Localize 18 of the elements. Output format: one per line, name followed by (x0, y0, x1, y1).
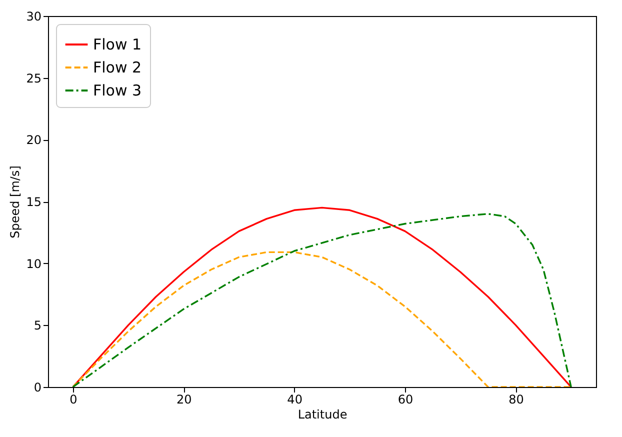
y-axis-title: Speed [m/s] (8, 166, 22, 238)
x-tick-label: 60 (398, 392, 414, 406)
x-tick-label: 80 (508, 392, 524, 406)
line-series (72, 251, 572, 387)
y-tick-label: 15 (26, 195, 42, 209)
x-tick-label: 0 (70, 392, 78, 406)
legend-label: Flow 1 (93, 36, 142, 54)
y-tick-label: 30 (26, 10, 42, 24)
y-tick-label: 0 (34, 380, 42, 394)
x-axis-title: Latitude (298, 408, 348, 422)
y-tick-label: 10 (26, 256, 42, 271)
y-tick-label: 5 (34, 318, 42, 333)
y-tick-label: 20 (26, 133, 42, 148)
y-tick-label: 25 (26, 71, 42, 86)
x-tick-label: 40 (287, 392, 302, 406)
legend-label: Flow 3 (93, 82, 142, 100)
legend-label: Flow 2 (93, 58, 142, 76)
x-tick-label: 20 (176, 392, 192, 406)
